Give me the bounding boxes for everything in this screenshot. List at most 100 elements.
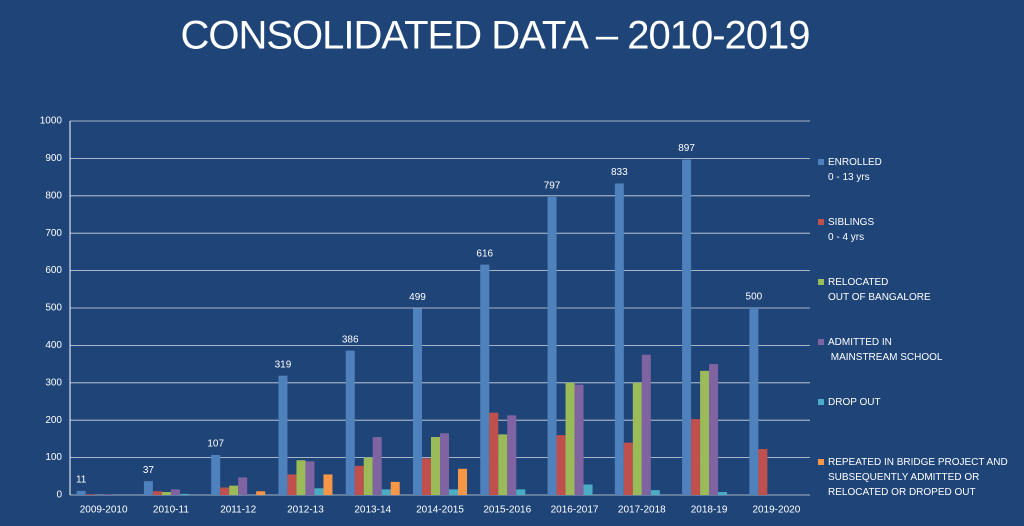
data-label: 797 bbox=[544, 181, 561, 192]
bar bbox=[152, 491, 162, 495]
data-label: 11 bbox=[76, 475, 87, 486]
bar bbox=[323, 474, 333, 495]
data-label: 616 bbox=[476, 248, 493, 259]
bar bbox=[85, 494, 95, 495]
legend-label: SIBLINGS 0 - 4 yrs bbox=[828, 217, 875, 243]
x-tick-label: 2016-2017 bbox=[551, 505, 599, 516]
bar bbox=[556, 435, 566, 495]
bar bbox=[547, 196, 557, 495]
legend-item: ADMITTED IN MAINSTREAM SCHOOL bbox=[818, 335, 1024, 365]
legend-item: RELOCATED OUT OF BANGALORE bbox=[818, 275, 1024, 305]
x-tick-label: 2009-2010 bbox=[80, 505, 128, 516]
legend-item: REPEATED IN BRIDGE PROJECT AND SUBSEQUEN… bbox=[818, 455, 1024, 500]
bar bbox=[682, 159, 692, 495]
bar bbox=[516, 489, 526, 495]
bar bbox=[700, 370, 710, 495]
bar bbox=[76, 490, 86, 495]
legend-swatch bbox=[818, 279, 824, 285]
bar bbox=[278, 375, 288, 495]
legend-label: REPEATED IN BRIDGE PROJECT AND SUBSEQUEN… bbox=[828, 457, 1008, 498]
y-tick-label: 0 bbox=[56, 490, 62, 501]
x-tick-label: 2015-2016 bbox=[483, 505, 531, 516]
bar bbox=[345, 350, 355, 495]
data-label: 386 bbox=[342, 334, 359, 345]
y-tick-label: 800 bbox=[45, 190, 62, 201]
bar bbox=[179, 493, 189, 495]
y-tick-label: 400 bbox=[45, 340, 62, 351]
bar bbox=[413, 308, 422, 495]
bar bbox=[431, 437, 440, 495]
x-tick-label: 2014-2015 bbox=[416, 505, 464, 516]
bar bbox=[691, 419, 701, 495]
bar bbox=[363, 457, 373, 495]
bar bbox=[372, 437, 382, 495]
x-tick-label: 2019-2020 bbox=[752, 505, 800, 516]
bar bbox=[381, 489, 391, 495]
bar bbox=[256, 491, 266, 495]
x-tick-label: 2017-2018 bbox=[618, 505, 666, 516]
bar bbox=[758, 448, 768, 495]
bar bbox=[211, 454, 221, 495]
bar bbox=[583, 484, 593, 495]
data-label: 107 bbox=[207, 439, 224, 450]
bar bbox=[480, 264, 490, 495]
legend-label: ADMITTED IN MAINSTREAM SCHOOL bbox=[828, 337, 943, 363]
x-tick-label: 2011-12 bbox=[220, 505, 256, 516]
y-tick-label: 600 bbox=[45, 265, 62, 276]
bar bbox=[103, 494, 113, 495]
legend-item: SIBLINGS 0 - 4 yrs bbox=[818, 215, 1024, 245]
bar bbox=[565, 382, 575, 495]
bar bbox=[143, 481, 153, 495]
bar bbox=[574, 384, 584, 495]
bar bbox=[650, 490, 660, 495]
y-tick-label: 700 bbox=[45, 228, 62, 239]
bar bbox=[354, 465, 364, 495]
bar bbox=[641, 354, 651, 495]
x-tick-label: 2012-13 bbox=[287, 505, 324, 516]
bar bbox=[632, 382, 642, 495]
y-tick-label: 900 bbox=[45, 153, 62, 164]
bar bbox=[458, 468, 467, 495]
data-label: 499 bbox=[409, 292, 426, 303]
legend-swatch bbox=[818, 219, 824, 225]
bar bbox=[507, 415, 517, 495]
legend-item: ENROLLED 0 - 13 yrs bbox=[818, 155, 1024, 185]
bar bbox=[170, 489, 180, 495]
data-label: 500 bbox=[746, 292, 763, 303]
x-tick-label: 2013-14 bbox=[354, 505, 391, 516]
y-tick-label: 100 bbox=[45, 452, 62, 463]
x-tick-label: 2010-11 bbox=[153, 505, 189, 516]
bar bbox=[238, 477, 248, 495]
bar bbox=[229, 485, 239, 495]
bar bbox=[161, 492, 171, 495]
bar bbox=[623, 442, 633, 495]
bar bbox=[709, 364, 719, 495]
x-tick-label: 2018-19 bbox=[691, 505, 728, 516]
data-label: 833 bbox=[611, 167, 628, 178]
legend-swatch bbox=[818, 399, 824, 405]
y-tick-label: 200 bbox=[45, 415, 62, 426]
bar bbox=[314, 488, 324, 495]
data-label: 319 bbox=[275, 359, 292, 370]
bar bbox=[489, 412, 499, 495]
data-label: 37 bbox=[143, 465, 155, 476]
y-tick-label: 1000 bbox=[40, 116, 63, 127]
bar bbox=[449, 489, 458, 495]
bar bbox=[296, 460, 306, 495]
legend-swatch bbox=[818, 339, 824, 345]
data-label: 897 bbox=[678, 143, 695, 154]
bar bbox=[718, 492, 728, 495]
bar bbox=[390, 481, 400, 495]
y-tick-label: 500 bbox=[45, 303, 62, 314]
legend-swatch bbox=[818, 159, 824, 165]
bar bbox=[749, 308, 759, 495]
bar bbox=[498, 434, 508, 495]
legend-item: DROP OUT bbox=[818, 395, 1024, 410]
bar bbox=[440, 433, 449, 495]
legend-label: RELOCATED OUT OF BANGALORE bbox=[828, 277, 931, 303]
bar bbox=[614, 183, 624, 495]
legend-label: ENROLLED 0 - 13 yrs bbox=[828, 157, 882, 183]
chart-title: CONSOLIDATED DATA – 2010-2019 bbox=[180, 14, 809, 58]
